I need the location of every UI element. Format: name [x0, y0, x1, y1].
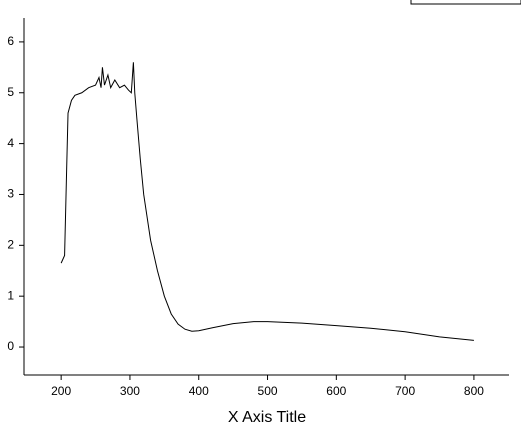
y-tick-label: 2 — [7, 237, 14, 251]
x-tick-label: 200 — [51, 384, 71, 398]
x-tick-label: 400 — [189, 384, 209, 398]
y-tick-label: 3 — [7, 187, 14, 201]
x-tick-label: 500 — [258, 384, 278, 398]
x-axis-title: X Axis Title — [228, 409, 306, 426]
y-tick-label: 0 — [7, 339, 14, 353]
legend-box — [410, 0, 521, 5]
x-tick-label: 800 — [464, 384, 484, 398]
data-line — [60, 62, 474, 341]
y-tick-label: 5 — [7, 85, 14, 99]
y-tick-label: 6 — [7, 34, 14, 48]
x-tick-label: 700 — [395, 384, 415, 398]
y-tick-label: 4 — [7, 136, 14, 150]
x-tick-label: 600 — [326, 384, 346, 398]
x-tick-label: 300 — [120, 384, 140, 398]
y-tick-label: 1 — [7, 288, 14, 302]
